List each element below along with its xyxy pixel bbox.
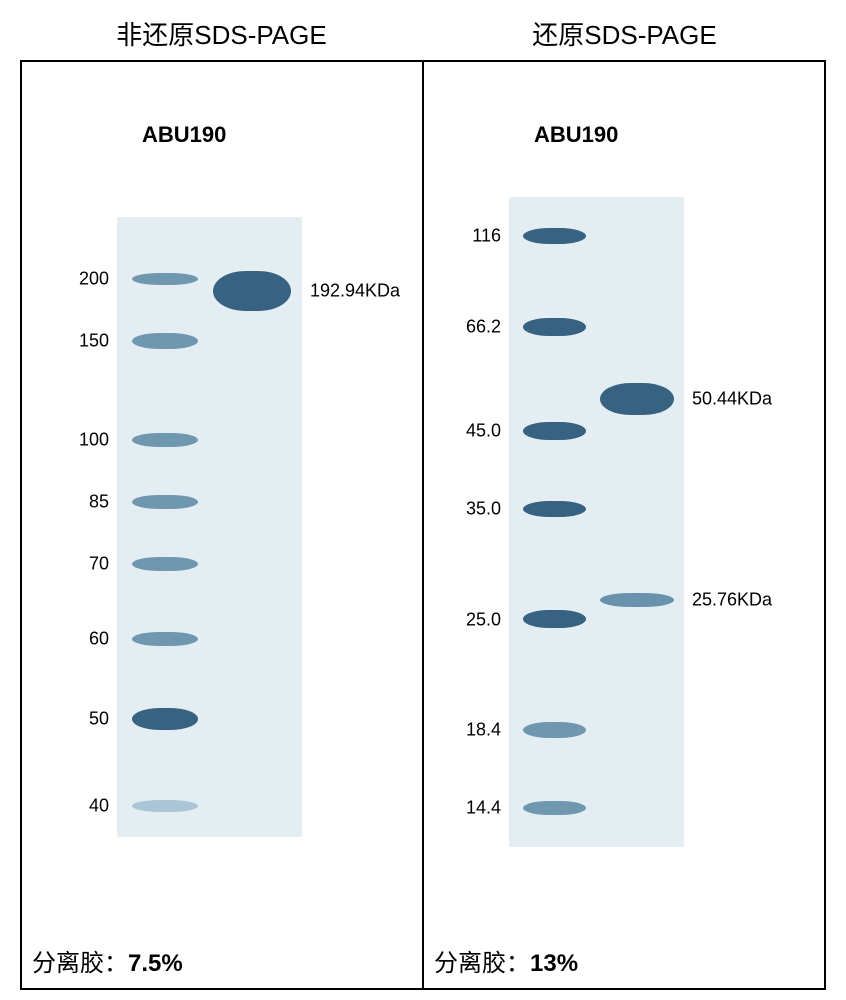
right-panel-title: 还原SDS-PAGE	[423, 10, 826, 55]
right-panel: ABU190 11666.245.035.025.018.414.4 50.44…	[423, 60, 826, 990]
left-gel-image	[117, 217, 302, 837]
right-gel-image	[509, 197, 684, 847]
right-footer-label: 分离胶：	[434, 950, 530, 977]
right-marker-lane	[523, 197, 586, 847]
marker-label: 35.0	[459, 499, 501, 520]
figure-container: 非还原SDS-PAGE 还原SDS-PAGE ABU190 2001501008…	[20, 10, 826, 990]
left-footer: 分离胶：7.5%	[32, 943, 183, 978]
marker-band	[132, 557, 199, 571]
marker-band	[132, 708, 199, 730]
marker-band	[132, 495, 199, 509]
left-footer-value: 7.5%	[128, 950, 183, 977]
marker-band	[523, 422, 586, 440]
marker-label: 18.4	[459, 720, 501, 741]
marker-label: 45.0	[459, 421, 501, 442]
sample-band	[600, 593, 674, 607]
marker-band	[523, 801, 586, 815]
left-panel: ABU190 2001501008570605040 192.94KDa 分离胶…	[20, 60, 423, 990]
left-panel-title: 非还原SDS-PAGE	[20, 10, 423, 55]
marker-label: 50	[67, 709, 109, 730]
marker-band	[132, 800, 199, 812]
marker-band	[523, 228, 586, 244]
right-gel-area: 116 66.2 45.0 35.0 25.0 18.4 14.4 50.44KDa 25.7…	[424, 62, 824, 988]
sample-band	[600, 383, 674, 415]
marker-label: 70	[67, 554, 109, 575]
marker-band	[523, 501, 586, 517]
marker-band	[523, 610, 586, 628]
result-label: 50.44KDa	[692, 388, 772, 409]
marker-label: 60	[67, 628, 109, 649]
marker-label: 100	[67, 430, 109, 451]
marker-band	[523, 722, 586, 738]
panels-row: ABU190 2001501008570605040 192.94KDa 分离胶…	[20, 60, 826, 990]
marker-label: 14.4	[459, 798, 501, 819]
sample-band	[213, 271, 291, 311]
marker-label: 40	[67, 796, 109, 817]
marker-band	[132, 273, 199, 285]
marker-band	[132, 333, 199, 349]
marker-label: 116	[459, 226, 501, 247]
marker-label: 66.2	[459, 317, 501, 338]
marker-label: 150	[67, 331, 109, 352]
right-footer: 分离胶：13%	[434, 943, 578, 978]
titles-row: 非还原SDS-PAGE 还原SDS-PAGE	[20, 10, 826, 60]
marker-label: 200	[67, 269, 109, 290]
left-marker-lane	[132, 217, 199, 837]
marker-band	[523, 318, 586, 336]
left-gel-area: 200 150 100 85 70 60 50 40 192.94KDa	[22, 62, 422, 988]
marker-band	[132, 433, 199, 447]
result-label: 25.76KDa	[692, 590, 772, 611]
marker-label: 25.0	[459, 609, 501, 630]
left-footer-label: 分离胶：	[32, 950, 128, 977]
right-sample-lane	[600, 197, 674, 847]
left-sample-lane	[213, 217, 291, 837]
marker-band	[132, 632, 199, 646]
marker-label: 85	[67, 492, 109, 513]
right-footer-value: 13%	[530, 950, 578, 977]
result-label: 192.94KDa	[310, 281, 400, 302]
